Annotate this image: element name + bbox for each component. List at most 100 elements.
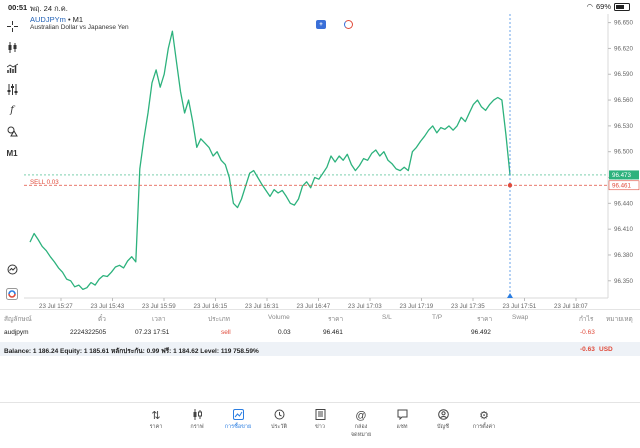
x-tick-label: 23 Jul 16:31 (245, 303, 279, 309)
history-icon (263, 409, 295, 423)
timeframe-button[interactable]: M1 (6, 148, 18, 158)
quick-trade-buttons: + (316, 20, 353, 29)
order-dot (507, 183, 513, 188)
current-price-label: 96.473 (612, 172, 631, 179)
one-click-trading-icon[interactable] (4, 286, 20, 302)
nav-news[interactable]: ข่าว (304, 409, 336, 431)
currency: USD (599, 345, 613, 353)
objects-icon[interactable] (4, 123, 20, 139)
cursor-marker (507, 293, 513, 298)
wifi-icon: ◠ (586, 2, 593, 11)
col-volume[interactable]: Volume (268, 314, 290, 321)
row-type: sell (221, 329, 231, 336)
symbol-description: Australian Dollar vs Japanese Yen (30, 24, 129, 31)
nav-label: การซื้อขาย (224, 424, 252, 430)
price-line (29, 30, 511, 291)
account-icon (427, 409, 459, 423)
y-tick-label: 96.620 (614, 45, 633, 52)
nav-history[interactable]: ประวัติ (263, 409, 295, 431)
row-ticket: 2224322505 (70, 329, 107, 336)
price-chart[interactable]: 96.650 96.620 96.590 96.560 96.530 96.500 96.4… (24, 14, 640, 309)
status-icons: ◠ 69% (586, 2, 630, 11)
nav-chart[interactable]: กราฟ (181, 409, 213, 431)
symbol-timeframe: M1 (72, 15, 84, 24)
x-tick-label: 23 Jul 17:35 (451, 303, 485, 309)
chat-icon (386, 409, 418, 423)
col-tp[interactable]: T/P (432, 314, 443, 321)
symbol-separator: • (67, 15, 71, 24)
y-tick-label: 96.380 (614, 252, 633, 259)
bottom-nav: ⇅ ราคา กราฟ การซื้อขาย ประวัติ ข่าว @ กล… (0, 402, 640, 448)
y-tick-label: 96.440 (614, 200, 633, 207)
account-summary: Balance: 1 186.24 Equity: 1 185.61 หลักป… (0, 342, 640, 356)
col-open-price[interactable]: ราคา (328, 316, 344, 323)
sell-price-label: 96.461 (612, 182, 631, 189)
nav-label: กล่องจดหมาย (350, 424, 372, 438)
crosshair-icon[interactable] (4, 18, 20, 34)
col-ticket[interactable]: ตั๋ว (98, 316, 106, 323)
new-order-icon[interactable]: + (316, 20, 326, 29)
chart-area[interactable]: 96.650 96.620 96.590 96.560 96.530 96.500 96.4… (24, 14, 640, 309)
row-volume: 0.03 (278, 329, 291, 336)
chart-icon (181, 409, 213, 423)
col-price[interactable]: ราคา (477, 316, 493, 323)
table-header: สัญลักษณ์ ตั๋ว เวลา ประเภท Volume ราคา S… (0, 309, 640, 325)
nav-quotes[interactable]: ⇅ ราคา (140, 409, 172, 431)
status-bar: 00:51 พฤ. 24 ก.ค. ◠ 69% (0, 0, 640, 14)
date: พฤ. 24 ก.ค. (30, 4, 68, 13)
col-type[interactable]: ประเภท (208, 316, 230, 323)
current-price-box (609, 170, 639, 180)
x-tick-label: 23 Jul 15:43 (91, 303, 125, 309)
x-tick-label: 23 Jul 16:15 (194, 303, 228, 309)
col-sl[interactable]: S/L (382, 314, 392, 321)
nav-label: ข่าว (315, 424, 325, 430)
indicator-icon[interactable] (4, 60, 20, 76)
tune-icon[interactable] (4, 81, 20, 97)
x-tick-label: 23 Jul 15:59 (142, 303, 176, 309)
row-profit: -0.63 (580, 329, 595, 336)
sell-price-box (608, 180, 640, 191)
table-row[interactable]: audjpym 2224322505 07.23 17:51 sell 0.03… (0, 325, 640, 340)
trade-table: สัญลักษณ์ ตั๋ว เวลา ประเภท Volume ราคา S… (0, 309, 640, 340)
y-tick-label: 96.650 (614, 20, 633, 27)
symbol-name: AUDJPYm (30, 15, 66, 24)
news-icon (304, 409, 336, 423)
y-tick-label: 96.350 (614, 278, 633, 285)
nav-trade[interactable]: การซื้อขาย (222, 409, 254, 431)
trade-icon (222, 409, 254, 423)
x-tick-label: 23 Jul 17:03 (348, 303, 382, 309)
trade-level-icon[interactable] (4, 261, 20, 277)
quotes-icon: ⇅ (151, 410, 161, 422)
candles-icon[interactable] (4, 39, 20, 55)
y-tick-label: 96.530 (614, 123, 633, 130)
nav-label: บัญชี (437, 424, 449, 430)
symbol-header: AUDJPYm • M1 (30, 15, 83, 24)
y-tick-label: 96.410 (614, 226, 633, 233)
function-icon[interactable]: f (10, 104, 14, 116)
sell-position-label: SELL 0.03 (30, 179, 59, 186)
mailbox-icon: @ (355, 410, 367, 422)
nav-settings[interactable]: ⚙ การตั้งค่า (468, 409, 500, 431)
col-comment[interactable]: หมายเหตุ (606, 316, 633, 323)
nav-label: การตั้งค่า (472, 424, 496, 430)
col-time[interactable]: เวลา (152, 316, 166, 323)
y-tick-label: 96.500 (614, 149, 633, 156)
row-price: 96.492 (471, 329, 491, 336)
nav-chat[interactable]: แชท (386, 409, 418, 431)
col-profit[interactable]: กำไร (579, 316, 594, 323)
balance-text: Balance: 1 186.24 Equity: 1 185.61 หลักป… (4, 347, 259, 355)
one-click-icon[interactable] (344, 20, 353, 29)
row-open-price: 96.461 (323, 329, 343, 336)
clock: 00:51 (8, 3, 28, 12)
col-symbol[interactable]: สัญลักษณ์ (4, 316, 32, 323)
nav-label: ราคา (149, 424, 163, 430)
nav-account[interactable]: บัญชี (427, 409, 459, 431)
col-swap[interactable]: Swap (512, 314, 529, 321)
nav-label: กราฟ (190, 424, 204, 430)
nav-mailbox[interactable]: @ กล่องจดหมาย (345, 409, 377, 439)
battery-percent: 69% (595, 2, 611, 11)
x-tick-label: 23 Jul 18:07 (554, 303, 588, 309)
nav-label: แชท (396, 424, 408, 430)
settings-icon: ⚙ (479, 410, 489, 422)
y-tick-label: 96.560 (614, 97, 633, 104)
